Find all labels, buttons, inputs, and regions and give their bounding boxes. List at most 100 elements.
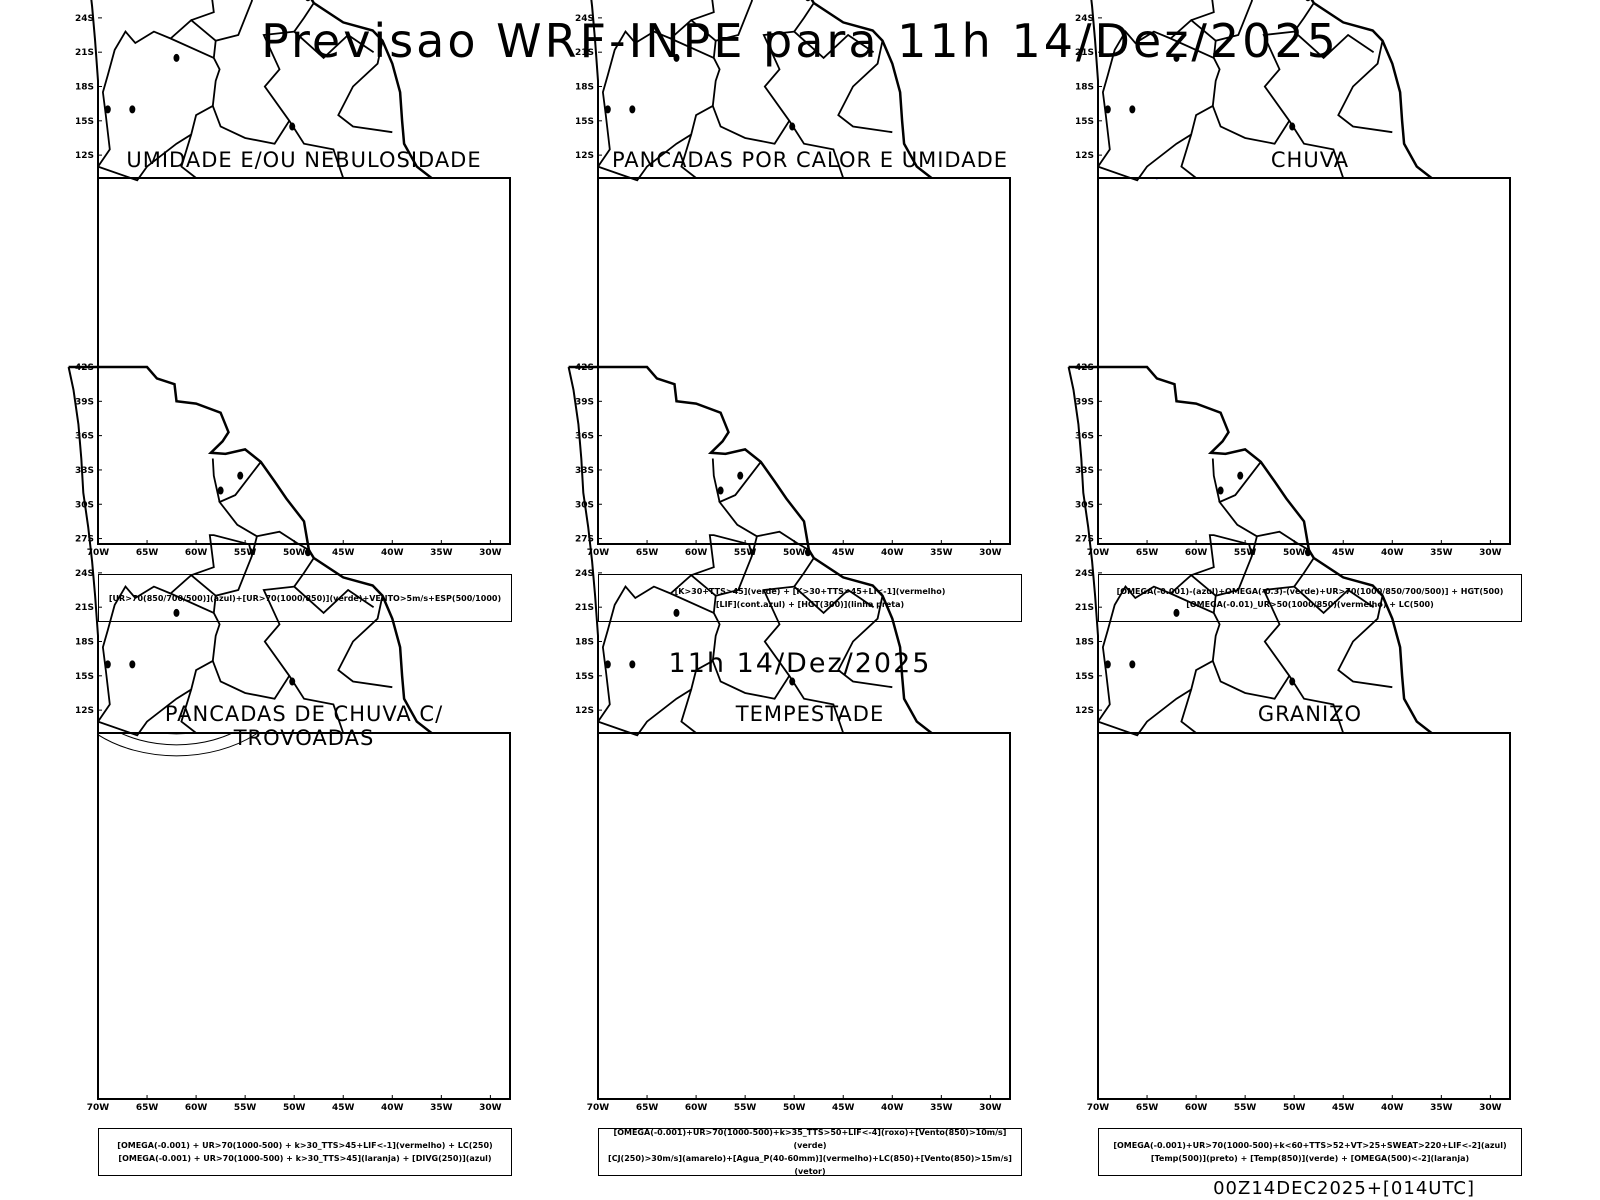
lon-tick-label: 40W bbox=[881, 1103, 904, 1113]
lon-tick-label: 45W bbox=[332, 548, 355, 558]
rain-red-blob bbox=[1142, 122, 1150, 129]
lat-tick-label: 18S bbox=[575, 638, 594, 648]
wind-area bbox=[691, 637, 702, 649]
rain-red-blob bbox=[1182, 70, 1199, 83]
wind-vector-head bbox=[322, 85, 325, 88]
wind-vector-head bbox=[151, 120, 154, 123]
rain-red-blob bbox=[1327, 132, 1351, 149]
wind-area bbox=[615, 692, 625, 700]
streamline-loop bbox=[119, 733, 234, 746]
rain-blob bbox=[1416, 0, 1430, 4]
lat-tick-label: 15S bbox=[75, 117, 94, 127]
rain-red-blob bbox=[1247, 106, 1263, 120]
lake-dot bbox=[289, 122, 296, 131]
legend-line: [OMEGA(-0.01)_UR>50(1000/850)(vermelho) … bbox=[1186, 600, 1434, 609]
border-line bbox=[597, 555, 753, 737]
coastline-east bbox=[1068, 365, 1433, 734]
rain-red-blob bbox=[1129, 115, 1145, 125]
lat-tick-label: 39S bbox=[575, 397, 594, 407]
rain-red-blob bbox=[1465, 89, 1484, 107]
rain-red-blob bbox=[1331, 128, 1354, 147]
lat-tick-label: 15S bbox=[1075, 672, 1094, 682]
lon-tick-label: 50W bbox=[783, 548, 806, 558]
lat-tick-label: 42S bbox=[1075, 363, 1094, 373]
border-line bbox=[1097, 0, 1253, 182]
lat-tick-label: 36S bbox=[1075, 432, 1094, 442]
lat-tick-label: 18S bbox=[1075, 83, 1094, 93]
lat-tick-label: 18S bbox=[575, 83, 594, 93]
map-border bbox=[1097, 732, 1511, 1100]
wind-vector-head bbox=[233, 117, 236, 120]
heavy-rain-blob bbox=[1381, 1, 1390, 9]
lon-tick-label: 60W bbox=[685, 548, 708, 558]
panel-title-tempestade: TEMPESTADE bbox=[735, 702, 885, 726]
lat-tick-label: 21S bbox=[575, 48, 594, 58]
rain-red-blob bbox=[1318, 129, 1329, 141]
border-line bbox=[711, 105, 791, 145]
wind-area bbox=[637, 683, 646, 689]
lat-tick-label: 21S bbox=[75, 603, 94, 613]
rain-red-blob bbox=[1402, 115, 1425, 136]
rain-blob bbox=[1396, 0, 1405, 7]
rain-red-blob bbox=[1174, 70, 1201, 85]
streamline-loop bbox=[98, 733, 259, 757]
legend-umidade: [UR>70(850/700/500)](azul)+[UR>70(1000/8… bbox=[98, 574, 512, 622]
rain-blob bbox=[1205, 130, 1213, 137]
rain-red-blob bbox=[1133, 95, 1142, 103]
rain-blob bbox=[1335, 88, 1345, 96]
rain-red-blob bbox=[1431, 104, 1457, 123]
streamline-arrow-head bbox=[189, 628, 192, 631]
rain-blob bbox=[1286, 87, 1296, 97]
storm-blob bbox=[286, 625, 301, 636]
coastline-west bbox=[67, 366, 99, 733]
lat-tick-label: 27S bbox=[1075, 535, 1094, 545]
lon-tick-label: 40W bbox=[381, 548, 404, 558]
lon-tick-label: 40W bbox=[1381, 548, 1404, 558]
border-line bbox=[97, 30, 215, 168]
rain-blob bbox=[1192, 131, 1203, 139]
rain-blob bbox=[1232, 140, 1242, 146]
rain-blob bbox=[1200, 131, 1208, 138]
wind-vector bbox=[617, 626, 625, 632]
rain-blob bbox=[1410, 2, 1424, 13]
border-line bbox=[762, 30, 845, 179]
rain-red-blob bbox=[1237, 98, 1267, 120]
wind-area bbox=[695, 628, 705, 636]
rain-blob bbox=[1400, 0, 1410, 10]
lon-tick-label: 50W bbox=[1283, 548, 1306, 558]
rain-blob bbox=[1310, 85, 1327, 97]
lat-tick-label: 42S bbox=[75, 363, 94, 373]
lake-dot bbox=[604, 105, 611, 114]
wind-vector bbox=[441, 7, 450, 10]
lon-tick-label: 50W bbox=[283, 1103, 306, 1113]
rain-blob bbox=[1291, 111, 1305, 123]
rain-red-blob bbox=[1235, 93, 1249, 103]
wind-area bbox=[685, 634, 699, 643]
border-line bbox=[1170, 19, 1217, 42]
legend-line: [CJ(250)>30m/s](amarelo)+[Agua_P(40-60mm… bbox=[608, 1154, 1012, 1176]
legend-pancadas-calor: [K>30+TTS>45](verde) + [K>30+TTS>45+LI<-… bbox=[598, 574, 1022, 622]
border-line bbox=[792, 557, 875, 615]
wind-vector bbox=[253, 110, 261, 113]
lake-dot bbox=[1173, 608, 1180, 617]
wind-vector bbox=[432, 136, 439, 142]
border-line bbox=[1262, 585, 1345, 734]
lon-tick-label: 45W bbox=[832, 548, 855, 558]
rain-red-blob bbox=[1191, 73, 1210, 87]
border-line bbox=[292, 557, 375, 615]
border-line bbox=[1251, 0, 1254, 1]
rain-blob bbox=[1276, 94, 1288, 102]
wind-vector-head bbox=[764, 629, 767, 632]
storm-blob bbox=[285, 624, 308, 640]
border-line bbox=[1190, 534, 1253, 577]
panel-title-trovoadas: PANCADAS DE CHUVA C/ TROVOADAS bbox=[164, 702, 444, 750]
map-frame: 12S 15S 18S 21S 24S 27S 30S 33S 36S 39S 42S 70W 65W 6… bbox=[1075, 363, 1502, 1113]
lon-tick-label: 55W bbox=[1234, 1103, 1257, 1113]
lake-dot bbox=[789, 122, 796, 131]
lake-dot bbox=[1104, 660, 1111, 669]
rain-blob bbox=[1318, 119, 1324, 125]
lat-tick-label: 12S bbox=[575, 706, 594, 716]
streamline-arrow bbox=[186, 679, 192, 680]
border-line bbox=[1211, 458, 1221, 503]
border-line bbox=[711, 660, 791, 700]
